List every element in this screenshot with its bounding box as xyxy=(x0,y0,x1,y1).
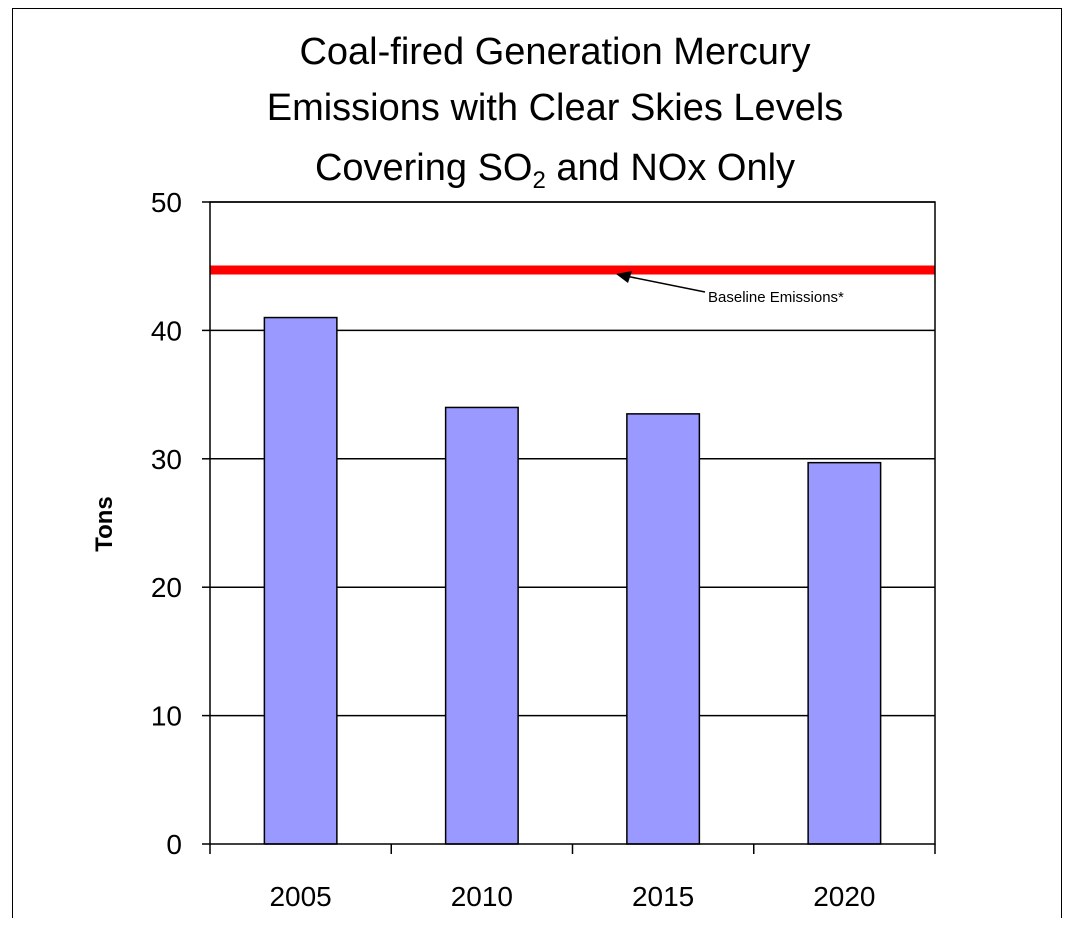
bar-2010 xyxy=(444,406,519,845)
y-tick-label-20: 20 xyxy=(151,572,182,603)
bar-2005 xyxy=(263,316,338,845)
annotation-arrow-shaft xyxy=(625,275,706,293)
x-tick-label-2010: 2010 xyxy=(451,881,513,912)
y-tick-label-30: 30 xyxy=(151,444,182,475)
chart-title-line-1: Coal-fired Generation Mercury xyxy=(299,31,810,73)
axes xyxy=(202,201,936,854)
y-tick-label-50: 50 xyxy=(151,187,182,218)
y-tick-label-10: 10 xyxy=(151,701,182,732)
baseline-reference xyxy=(210,265,935,293)
title-subscript: 2 xyxy=(532,167,545,194)
y-tick-label-40: 40 xyxy=(151,315,182,346)
title-text-so: Covering SO xyxy=(315,147,533,189)
x-tick-label-2020: 2020 xyxy=(813,881,875,912)
bar-series xyxy=(263,316,882,845)
title-text-rest: and NOx Only xyxy=(546,147,795,189)
x-tick-label-2005: 2005 xyxy=(269,881,331,912)
y-tick-label-0: 0 xyxy=(166,829,182,860)
bar-2015 xyxy=(626,413,701,845)
y-tick-labels: 0 10 20 30 40 50 xyxy=(151,187,182,860)
bar-2020 xyxy=(807,461,882,845)
x-tick-labels: 2005 2010 2015 2020 xyxy=(269,881,875,912)
chart-title-line-3: Covering SO2 and NOx Only xyxy=(315,147,795,194)
chart-title-line-2: Emissions with Clear Skies Levels xyxy=(267,87,844,129)
y-axis-label: Tons xyxy=(91,496,118,552)
chart-frame xyxy=(12,8,1062,918)
baseline-annotation: Baseline Emissions* xyxy=(708,289,844,306)
x-tick-label-2015: 2015 xyxy=(632,881,694,912)
annotation-arrow-head xyxy=(616,271,632,284)
